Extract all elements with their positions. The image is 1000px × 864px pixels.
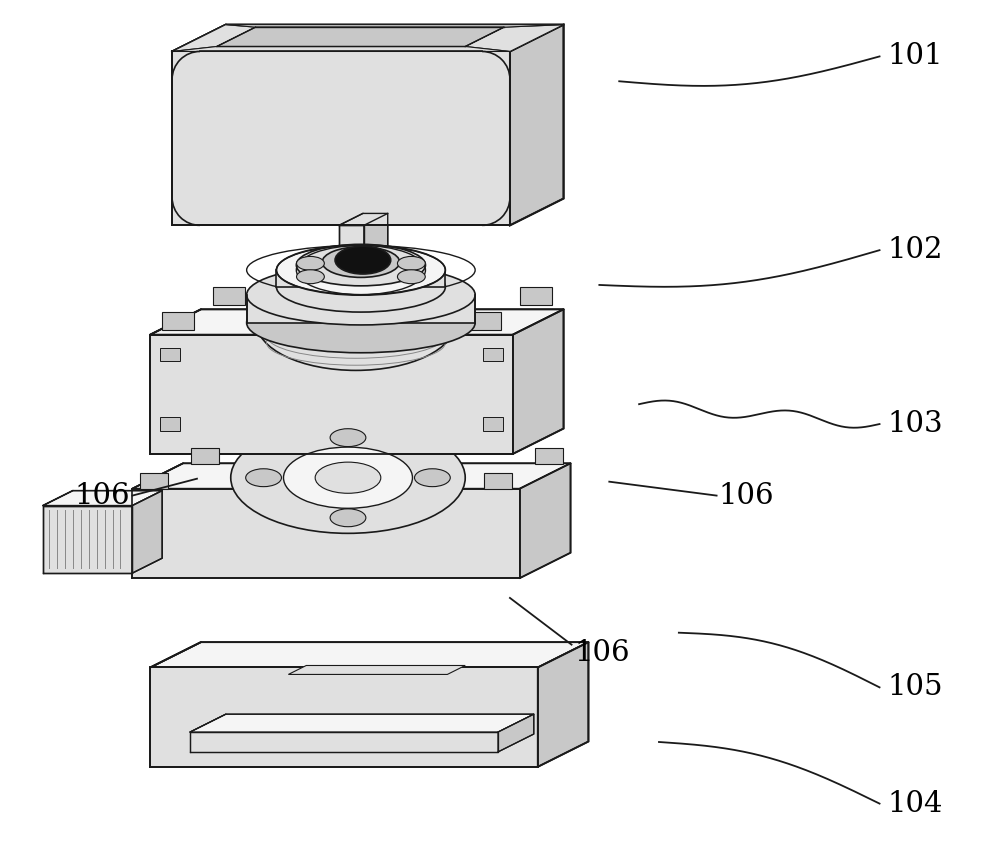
Polygon shape: [226, 25, 564, 27]
Polygon shape: [538, 642, 588, 767]
Text: 102: 102: [887, 236, 943, 264]
Ellipse shape: [297, 257, 324, 270]
Polygon shape: [150, 309, 564, 334]
Polygon shape: [339, 213, 388, 226]
Ellipse shape: [276, 245, 445, 295]
Polygon shape: [465, 25, 564, 52]
Ellipse shape: [322, 247, 400, 277]
Polygon shape: [483, 417, 503, 431]
Ellipse shape: [301, 296, 411, 349]
Polygon shape: [217, 27, 504, 47]
Ellipse shape: [397, 270, 425, 283]
Polygon shape: [172, 25, 564, 52]
Text: 106: 106: [719, 481, 774, 510]
Polygon shape: [364, 213, 388, 290]
Polygon shape: [484, 473, 512, 489]
Polygon shape: [172, 47, 510, 52]
Polygon shape: [247, 295, 475, 323]
Polygon shape: [132, 489, 520, 578]
Polygon shape: [469, 312, 501, 330]
Polygon shape: [288, 665, 465, 675]
Polygon shape: [43, 505, 132, 573]
Polygon shape: [150, 334, 513, 454]
Polygon shape: [160, 347, 180, 361]
Ellipse shape: [284, 447, 412, 508]
Polygon shape: [520, 287, 552, 305]
Polygon shape: [43, 491, 162, 505]
Polygon shape: [140, 473, 168, 489]
Ellipse shape: [296, 245, 425, 286]
Text: 104: 104: [887, 790, 943, 817]
Polygon shape: [520, 463, 571, 578]
Polygon shape: [150, 668, 538, 767]
Polygon shape: [172, 52, 510, 226]
Polygon shape: [213, 287, 245, 305]
Polygon shape: [190, 715, 534, 732]
Polygon shape: [513, 309, 564, 454]
Polygon shape: [339, 226, 364, 290]
Polygon shape: [132, 463, 571, 489]
Ellipse shape: [246, 469, 281, 486]
Polygon shape: [535, 448, 563, 464]
Ellipse shape: [415, 469, 450, 486]
Ellipse shape: [297, 270, 324, 283]
Ellipse shape: [257, 275, 455, 371]
Polygon shape: [160, 417, 180, 431]
Ellipse shape: [315, 462, 381, 493]
Polygon shape: [172, 25, 255, 52]
Ellipse shape: [330, 429, 366, 447]
Ellipse shape: [247, 293, 475, 353]
Polygon shape: [190, 732, 498, 752]
Polygon shape: [498, 715, 534, 752]
Ellipse shape: [335, 246, 391, 274]
Text: 101: 101: [887, 42, 943, 71]
Ellipse shape: [330, 509, 366, 527]
Text: 106: 106: [575, 638, 630, 666]
Text: 106: 106: [75, 481, 130, 510]
Polygon shape: [276, 270, 445, 287]
Ellipse shape: [276, 262, 445, 312]
Text: 105: 105: [887, 673, 943, 702]
Polygon shape: [191, 448, 219, 464]
Ellipse shape: [397, 257, 425, 270]
Text: 103: 103: [887, 410, 943, 438]
Polygon shape: [510, 25, 564, 226]
Polygon shape: [132, 491, 162, 573]
Ellipse shape: [231, 422, 465, 533]
Polygon shape: [162, 312, 194, 330]
Polygon shape: [150, 642, 588, 668]
Ellipse shape: [247, 265, 475, 325]
Polygon shape: [483, 347, 503, 361]
